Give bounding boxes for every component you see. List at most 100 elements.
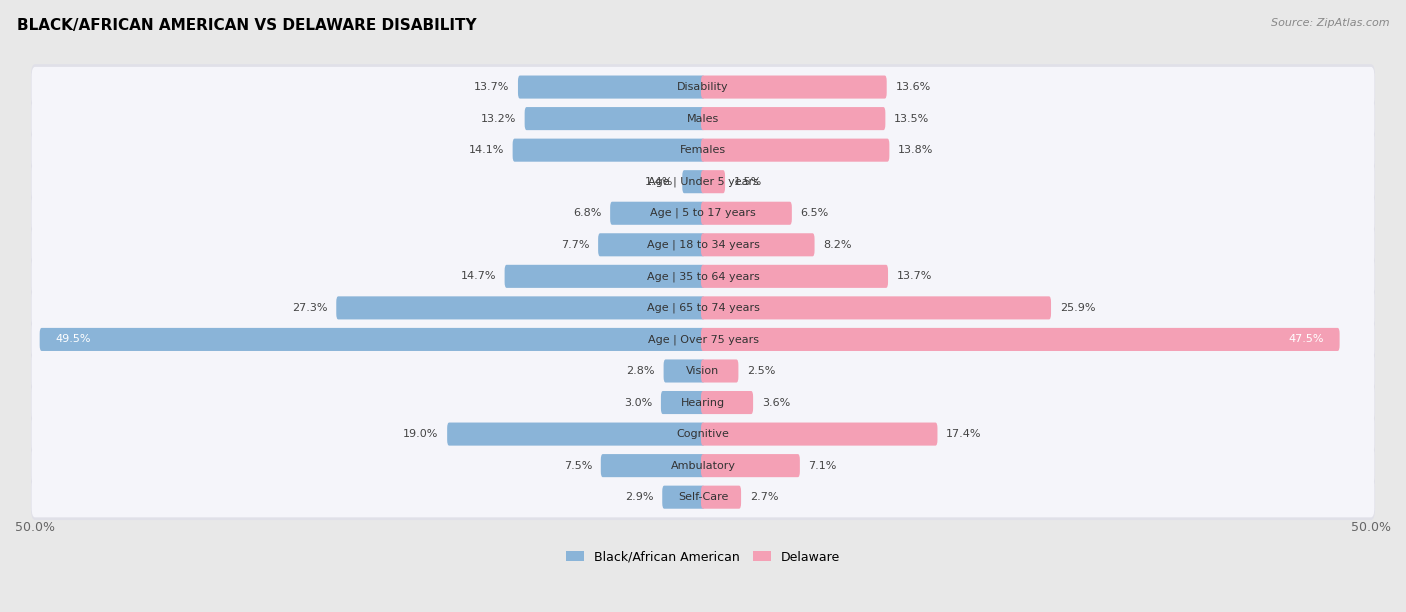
FancyBboxPatch shape bbox=[32, 351, 1374, 391]
FancyBboxPatch shape bbox=[32, 130, 1374, 170]
FancyBboxPatch shape bbox=[664, 359, 704, 382]
Text: Vision: Vision bbox=[686, 366, 720, 376]
Text: Age | 18 to 34 years: Age | 18 to 34 years bbox=[647, 239, 759, 250]
FancyBboxPatch shape bbox=[702, 422, 938, 446]
Text: 1.5%: 1.5% bbox=[734, 177, 762, 187]
FancyBboxPatch shape bbox=[505, 265, 704, 288]
Text: BLACK/AFRICAN AMERICAN VS DELAWARE DISABILITY: BLACK/AFRICAN AMERICAN VS DELAWARE DISAB… bbox=[17, 18, 477, 34]
FancyBboxPatch shape bbox=[32, 414, 1374, 454]
Text: 2.8%: 2.8% bbox=[627, 366, 655, 376]
FancyBboxPatch shape bbox=[524, 107, 704, 130]
Text: Age | 65 to 74 years: Age | 65 to 74 years bbox=[647, 303, 759, 313]
Text: 13.5%: 13.5% bbox=[894, 114, 929, 124]
FancyBboxPatch shape bbox=[702, 107, 886, 130]
Text: 47.5%: 47.5% bbox=[1289, 334, 1324, 345]
FancyBboxPatch shape bbox=[31, 348, 1375, 394]
FancyBboxPatch shape bbox=[31, 253, 1375, 299]
FancyBboxPatch shape bbox=[31, 159, 1375, 204]
FancyBboxPatch shape bbox=[702, 296, 1052, 319]
FancyBboxPatch shape bbox=[32, 99, 1374, 139]
FancyBboxPatch shape bbox=[600, 454, 704, 477]
Text: 8.2%: 8.2% bbox=[824, 240, 852, 250]
FancyBboxPatch shape bbox=[32, 288, 1374, 328]
Text: 1.4%: 1.4% bbox=[645, 177, 673, 187]
Text: 17.4%: 17.4% bbox=[946, 429, 981, 439]
Text: Females: Females bbox=[681, 145, 725, 155]
FancyBboxPatch shape bbox=[32, 382, 1374, 423]
FancyBboxPatch shape bbox=[31, 316, 1375, 362]
FancyBboxPatch shape bbox=[702, 202, 792, 225]
Text: 25.9%: 25.9% bbox=[1060, 303, 1095, 313]
Text: 2.5%: 2.5% bbox=[747, 366, 776, 376]
FancyBboxPatch shape bbox=[31, 285, 1375, 330]
Text: 13.6%: 13.6% bbox=[896, 82, 931, 92]
FancyBboxPatch shape bbox=[31, 379, 1375, 425]
FancyBboxPatch shape bbox=[32, 446, 1374, 486]
FancyBboxPatch shape bbox=[32, 67, 1374, 107]
Text: 13.7%: 13.7% bbox=[474, 82, 509, 92]
FancyBboxPatch shape bbox=[336, 296, 704, 319]
FancyBboxPatch shape bbox=[31, 64, 1375, 110]
FancyBboxPatch shape bbox=[31, 127, 1375, 173]
Text: 7.7%: 7.7% bbox=[561, 240, 589, 250]
FancyBboxPatch shape bbox=[610, 202, 704, 225]
FancyBboxPatch shape bbox=[32, 193, 1374, 233]
Text: 7.1%: 7.1% bbox=[808, 461, 837, 471]
Text: Cognitive: Cognitive bbox=[676, 429, 730, 439]
FancyBboxPatch shape bbox=[682, 170, 704, 193]
Text: Age | Over 75 years: Age | Over 75 years bbox=[648, 334, 758, 345]
FancyBboxPatch shape bbox=[702, 359, 738, 382]
Text: Age | 35 to 64 years: Age | 35 to 64 years bbox=[647, 271, 759, 282]
FancyBboxPatch shape bbox=[702, 265, 889, 288]
FancyBboxPatch shape bbox=[702, 138, 890, 162]
Text: 3.6%: 3.6% bbox=[762, 398, 790, 408]
Text: 19.0%: 19.0% bbox=[404, 429, 439, 439]
Text: 27.3%: 27.3% bbox=[292, 303, 328, 313]
FancyBboxPatch shape bbox=[31, 222, 1375, 267]
FancyBboxPatch shape bbox=[39, 328, 704, 351]
Text: Self-Care: Self-Care bbox=[678, 492, 728, 502]
Text: Age | Under 5 years: Age | Under 5 years bbox=[648, 176, 758, 187]
FancyBboxPatch shape bbox=[702, 75, 887, 99]
FancyBboxPatch shape bbox=[702, 233, 814, 256]
FancyBboxPatch shape bbox=[661, 391, 704, 414]
FancyBboxPatch shape bbox=[517, 75, 704, 99]
FancyBboxPatch shape bbox=[32, 225, 1374, 265]
Text: 13.2%: 13.2% bbox=[481, 114, 516, 124]
FancyBboxPatch shape bbox=[513, 138, 704, 162]
Text: Disability: Disability bbox=[678, 82, 728, 92]
Text: 14.7%: 14.7% bbox=[460, 271, 496, 282]
FancyBboxPatch shape bbox=[32, 477, 1374, 517]
FancyBboxPatch shape bbox=[662, 486, 704, 509]
FancyBboxPatch shape bbox=[447, 422, 704, 446]
FancyBboxPatch shape bbox=[702, 391, 754, 414]
Text: 2.9%: 2.9% bbox=[626, 492, 654, 502]
Text: 2.7%: 2.7% bbox=[749, 492, 779, 502]
Text: 6.8%: 6.8% bbox=[574, 208, 602, 218]
FancyBboxPatch shape bbox=[702, 454, 800, 477]
FancyBboxPatch shape bbox=[702, 486, 741, 509]
FancyBboxPatch shape bbox=[31, 442, 1375, 488]
FancyBboxPatch shape bbox=[702, 328, 1340, 351]
FancyBboxPatch shape bbox=[32, 319, 1374, 360]
FancyBboxPatch shape bbox=[31, 411, 1375, 457]
Text: 6.5%: 6.5% bbox=[800, 208, 828, 218]
Text: Ambulatory: Ambulatory bbox=[671, 461, 735, 471]
Text: Males: Males bbox=[688, 114, 718, 124]
FancyBboxPatch shape bbox=[31, 190, 1375, 236]
FancyBboxPatch shape bbox=[31, 95, 1375, 141]
Text: 14.1%: 14.1% bbox=[468, 145, 503, 155]
Text: 13.8%: 13.8% bbox=[898, 145, 934, 155]
Text: Source: ZipAtlas.com: Source: ZipAtlas.com bbox=[1271, 18, 1389, 28]
FancyBboxPatch shape bbox=[598, 233, 704, 256]
Text: 13.7%: 13.7% bbox=[897, 271, 932, 282]
Text: 7.5%: 7.5% bbox=[564, 461, 592, 471]
Text: 3.0%: 3.0% bbox=[624, 398, 652, 408]
Text: 49.5%: 49.5% bbox=[55, 334, 90, 345]
FancyBboxPatch shape bbox=[32, 162, 1374, 202]
FancyBboxPatch shape bbox=[31, 474, 1375, 520]
FancyBboxPatch shape bbox=[702, 170, 725, 193]
Legend: Black/African American, Delaware: Black/African American, Delaware bbox=[565, 551, 841, 564]
Text: Hearing: Hearing bbox=[681, 398, 725, 408]
FancyBboxPatch shape bbox=[32, 256, 1374, 297]
